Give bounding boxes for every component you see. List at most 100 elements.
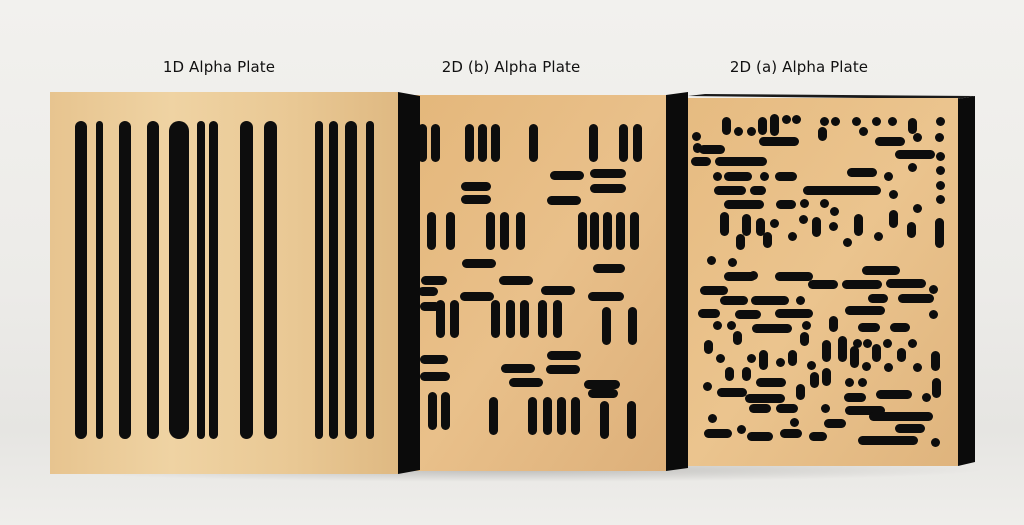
slot-vertical: [736, 234, 745, 250]
slot-dot: [929, 310, 938, 319]
slot-dot: [807, 361, 816, 370]
slot-horizontal: [844, 393, 866, 402]
slot-vertical: [465, 124, 474, 162]
slot-horizontal: [803, 186, 881, 195]
slot-vertical: [812, 217, 821, 237]
slot-dot: [884, 172, 893, 181]
slot-horizontal: [547, 196, 581, 205]
slot-dot: [884, 363, 893, 372]
slot-vertical: [872, 344, 881, 362]
slot-vertical: [932, 378, 941, 398]
slot-horizontal: [724, 200, 764, 209]
slot-dot: [845, 378, 854, 387]
slot-dot: [913, 204, 922, 213]
slot-horizontal: [824, 419, 846, 428]
slot-vertical: [725, 367, 734, 381]
slot-vertical: [733, 331, 742, 345]
slot-vertical: [491, 124, 500, 162]
panel-1d-face: [50, 92, 398, 474]
panel-2d-b-side: [666, 92, 688, 471]
slot-vertical: [590, 212, 599, 250]
slot-dot: [874, 232, 883, 241]
slot-horizontal: [756, 378, 786, 387]
slot-horizontal: [847, 168, 877, 177]
slot-dot: [862, 362, 871, 371]
slot-vertical: [616, 212, 625, 250]
slot-dot: [935, 133, 944, 142]
slot-vertical: [704, 340, 713, 354]
panel-2d-a-edge: [688, 94, 975, 99]
slot-horizontal: [699, 145, 725, 154]
slot-vertical: [428, 392, 437, 430]
slot-vertical: [578, 212, 587, 250]
slot-horizontal: [775, 172, 797, 181]
slot-vertical: [345, 121, 357, 439]
slot-vertical: [489, 397, 498, 435]
slot-vertical: [441, 392, 450, 430]
slot-vertical: [450, 300, 459, 338]
slot-vertical: [602, 307, 611, 345]
slot-dot: [936, 117, 945, 126]
slot-horizontal: [735, 310, 761, 319]
slot-horizontal: [752, 324, 792, 333]
slot-vertical: [75, 121, 87, 439]
slot-vertical: [478, 124, 487, 162]
slot-vertical: [528, 397, 537, 435]
slot-dot: [858, 378, 867, 387]
slot-vertical: [557, 397, 566, 435]
slot-vertical: [169, 121, 189, 439]
slot-vertical: [197, 121, 205, 439]
slot-vertical: [759, 350, 768, 370]
slot-vertical: [486, 212, 495, 250]
slot-horizontal: [749, 404, 771, 413]
slot-vertical: [818, 127, 827, 141]
slot-horizontal: [724, 272, 756, 281]
slot-vertical: [822, 368, 831, 386]
slot-horizontal: [590, 169, 626, 178]
slot-dot: [800, 199, 809, 208]
slot-dot: [728, 258, 737, 267]
slot-horizontal: [541, 286, 575, 295]
slot-dot: [908, 339, 917, 348]
slot-vertical: [838, 336, 847, 362]
slot-dot: [727, 321, 736, 330]
slot-dot: [703, 382, 712, 391]
slot-vertical: [897, 348, 906, 362]
slot-horizontal: [890, 323, 910, 332]
slot-vertical: [589, 124, 598, 162]
slot-dot: [820, 199, 829, 208]
slot-horizontal: [876, 390, 912, 399]
slot-dot: [790, 418, 799, 427]
panel-2d-b: [412, 92, 688, 471]
slot-horizontal: [460, 292, 494, 301]
slot-horizontal: [745, 394, 785, 403]
slot-vertical: [543, 397, 552, 435]
slot-vertical: [931, 351, 940, 371]
slot-horizontal: [808, 280, 838, 289]
slot-vertical: [538, 300, 547, 338]
slot-vertical: [889, 210, 898, 228]
slot-horizontal: [895, 150, 935, 159]
slot-dot: [747, 354, 756, 363]
slot-dot: [713, 321, 722, 330]
slot-dot: [747, 127, 756, 136]
slot-vertical: [627, 401, 636, 439]
slot-horizontal: [898, 294, 934, 303]
slot-horizontal: [875, 137, 905, 146]
slot-horizontal: [714, 186, 746, 195]
slot-horizontal: [420, 372, 450, 381]
slot-vertical: [619, 124, 628, 162]
caption-2d-b-alpha-plate: 2D (b) Alpha Plate: [441, 58, 581, 76]
slot-vertical: [315, 121, 323, 439]
slot-horizontal: [462, 259, 496, 268]
slot-vertical: [628, 307, 637, 345]
slot-vertical: [446, 212, 455, 250]
slot-dot: [716, 354, 725, 363]
slot-dot: [792, 115, 801, 124]
slot-dot: [936, 181, 945, 190]
slot-vertical: [600, 401, 609, 439]
slot-horizontal: [420, 302, 440, 311]
slot-vertical: [908, 118, 917, 134]
slot-dot: [936, 166, 945, 175]
slot-vertical: [427, 212, 436, 250]
